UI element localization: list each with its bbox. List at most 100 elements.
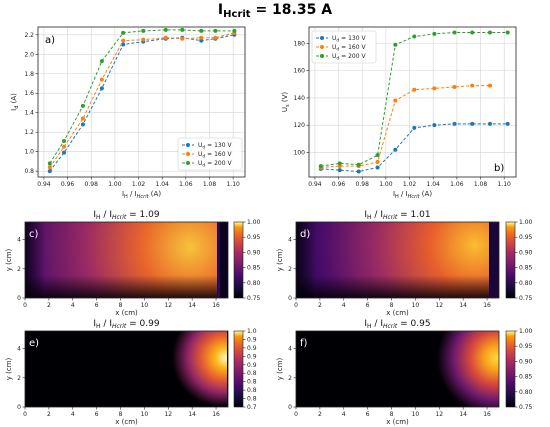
colorbar-tick-label: 0.85 xyxy=(247,265,261,272)
x-axis-label: IH / IHcrit (A) xyxy=(393,190,432,200)
data-point xyxy=(393,147,398,152)
colorbar-tick-label: 0.7 xyxy=(247,404,257,411)
colorbar-tick-label: 1.00 xyxy=(519,328,533,335)
x-tick-label: 1.10 xyxy=(497,181,511,188)
data-point xyxy=(47,165,52,170)
y-axis-label: y (cm) xyxy=(276,357,284,380)
colorbar-tick-label: 0.75 xyxy=(519,295,533,302)
x-axis-label: x (cm) xyxy=(386,418,409,426)
x-tick-label: 4 xyxy=(342,411,346,418)
heatmap-title: IH / IHcrit = 0.99 xyxy=(93,319,159,330)
panel-label: e) xyxy=(29,338,39,349)
y-tick-label: 4 xyxy=(17,237,21,244)
data-point xyxy=(199,35,204,40)
x-tick-label: 1.06 xyxy=(179,181,193,188)
heatmap-frame xyxy=(295,221,500,299)
colorbar xyxy=(505,330,516,408)
legend-label: Ud = 160 V xyxy=(198,151,232,160)
x-tick-label: 10 xyxy=(412,411,420,418)
data-point xyxy=(452,30,457,35)
colorbar-tick-label: 0.75 xyxy=(519,404,533,411)
x-tick-label: 1.06 xyxy=(450,181,464,188)
x-tick-label: 1.02 xyxy=(403,181,417,188)
x-tick-label: 0 xyxy=(23,302,27,309)
heatmap-title: IH / IHcrit = 0.95 xyxy=(364,319,430,330)
data-point xyxy=(375,165,380,170)
plot-frame xyxy=(308,26,517,178)
chart-panel-a: 0.94 0.96 0.98 1.00 1.02 1.04 1.06 1.08 1.10 0.8 1… xyxy=(10,26,246,200)
colorbar-tick-label: 0.90 xyxy=(519,249,533,256)
x-tick-label: 1.00 xyxy=(379,181,393,188)
colorbar xyxy=(233,330,244,408)
x-tick-label: 0.98 xyxy=(85,181,99,188)
heatmap-title: IH / IHcrit = 1.01 xyxy=(364,210,430,221)
y-axis-label: Id (A) xyxy=(10,93,20,111)
data-point xyxy=(62,138,67,143)
heatmap-frame xyxy=(24,221,229,299)
data-point xyxy=(121,38,126,43)
panel-label: d) xyxy=(300,229,310,240)
data-point xyxy=(47,161,52,166)
data-point xyxy=(163,35,168,40)
colorbar-tick-label: 0.85 xyxy=(519,265,533,272)
heatmap-e-image xyxy=(25,331,228,407)
data-point xyxy=(432,31,437,36)
heatmap-title: IH / IHcrit = 1.09 xyxy=(93,210,159,221)
colorbar-tick-label: 0.9 xyxy=(247,353,257,360)
x-tick-label: 10 xyxy=(141,302,149,309)
data-point xyxy=(180,27,185,32)
x-tick-label: 14 xyxy=(188,411,196,418)
x-tick-label: 12 xyxy=(435,411,443,418)
x-axis-label: IH / IHcrit (A) xyxy=(122,190,161,200)
y-tick-label: 140 xyxy=(294,95,306,102)
data-point xyxy=(470,83,475,88)
data-point xyxy=(121,30,126,35)
x-tick-label: 1.02 xyxy=(132,181,146,188)
legend-swatch-marker xyxy=(320,36,324,40)
x-tick-label: 10 xyxy=(412,302,420,309)
panel-label: f) xyxy=(300,338,308,349)
y-tick-label: 2 xyxy=(17,375,21,382)
colorbar-tick-label: 0.90 xyxy=(519,358,533,365)
data-point xyxy=(163,27,168,32)
colorbar-tick-label: 0.95 xyxy=(519,234,533,241)
data-point xyxy=(99,86,104,91)
panel-label: b) xyxy=(494,163,504,174)
x-tick-label: 14 xyxy=(459,411,467,418)
y-tick-label: 0 xyxy=(288,295,292,302)
plot-frame xyxy=(37,26,246,178)
y-tick-label: 160 xyxy=(294,68,306,75)
data-point xyxy=(47,169,52,174)
data-point xyxy=(356,169,361,174)
heatmap-frame xyxy=(295,330,500,408)
colorbar-tick-label: 0.8 xyxy=(247,370,257,377)
data-point xyxy=(487,30,492,35)
legend-box xyxy=(177,137,243,171)
colorbar-tick-label: 1.00 xyxy=(519,219,533,226)
x-tick-label: 16 xyxy=(212,302,220,309)
x-tick-label: 1.08 xyxy=(203,181,217,188)
data-point xyxy=(412,87,417,92)
legend-label: Ud = 200 V xyxy=(198,160,232,169)
y-tick-label: 0 xyxy=(17,295,21,302)
y-tick-label: 1.8 xyxy=(24,71,34,78)
x-tick-label: 0 xyxy=(294,302,298,309)
x-axis-label: x (cm) xyxy=(115,309,138,317)
data-point xyxy=(80,122,85,127)
data-point xyxy=(213,28,218,33)
legend-swatch-marker xyxy=(186,161,190,165)
x-tick-label: 6 xyxy=(95,411,99,418)
legend-label: Ud = 130 V xyxy=(198,142,232,151)
heatmap-f-image xyxy=(296,331,499,407)
x-tick-label: 16 xyxy=(483,411,491,418)
data-point xyxy=(213,35,218,40)
y-tick-label: 100 xyxy=(294,149,306,156)
legend-swatch-marker xyxy=(320,45,324,49)
colorbar-tick-label: 0.9 xyxy=(247,345,257,352)
y-tick-label: 180 xyxy=(294,40,306,47)
x-tick-label: 4 xyxy=(71,302,75,309)
colorbar xyxy=(233,221,244,299)
y-tick-label: 1.6 xyxy=(24,90,34,97)
y-axis-label: y (cm) xyxy=(5,248,13,271)
x-axis-label: x (cm) xyxy=(115,418,138,426)
